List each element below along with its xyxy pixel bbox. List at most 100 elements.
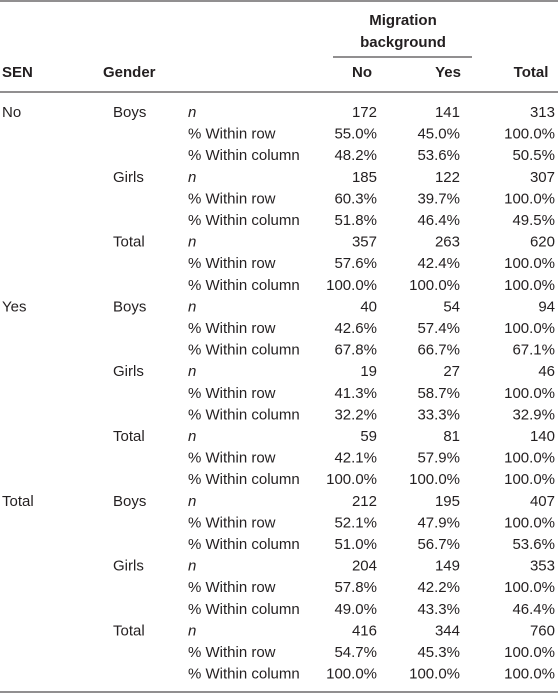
cell: 620 bbox=[530, 234, 555, 251]
cell: 48.2% bbox=[334, 147, 377, 164]
cell: 100.0% bbox=[504, 277, 555, 294]
cell: 67.1% bbox=[512, 342, 555, 359]
stat-label: % Within row bbox=[188, 644, 276, 661]
stat-label: % Within column bbox=[188, 212, 300, 229]
cell: 140 bbox=[530, 428, 555, 445]
gender-label: Total bbox=[113, 234, 145, 251]
cell: 100.0% bbox=[326, 666, 377, 683]
stat-label: % Within row bbox=[188, 514, 276, 531]
cell: 60.3% bbox=[334, 190, 377, 207]
cell: 54 bbox=[443, 298, 460, 315]
cell: 100.0% bbox=[504, 190, 555, 207]
cell: 100.0% bbox=[326, 277, 377, 294]
cell: 58.7% bbox=[417, 385, 460, 402]
cell: 39.7% bbox=[417, 190, 460, 207]
stat-label: n bbox=[188, 104, 196, 121]
stat-label: % Within column bbox=[188, 601, 300, 618]
sen-header: SEN bbox=[2, 64, 33, 81]
gender-label: Boys bbox=[113, 104, 146, 121]
group-header: Migration background bbox=[360, 12, 446, 51]
cell: 40 bbox=[360, 298, 377, 315]
stat-label: n bbox=[188, 493, 196, 510]
gender-label: Total bbox=[113, 622, 145, 639]
cell: 42.2% bbox=[417, 579, 460, 596]
cell: 100.0% bbox=[504, 255, 555, 272]
cell: 32.2% bbox=[334, 406, 377, 423]
gender-header: Gender bbox=[103, 64, 156, 81]
cell: 51.0% bbox=[334, 536, 377, 553]
cell: 57.4% bbox=[417, 320, 460, 337]
cell: 57.8% bbox=[334, 579, 377, 596]
stat-label: % Within row bbox=[188, 126, 276, 143]
cell: 66.7% bbox=[417, 342, 460, 359]
cell: 100.0% bbox=[504, 514, 555, 531]
cell: 100.0% bbox=[409, 471, 460, 488]
cell: 100.0% bbox=[409, 666, 460, 683]
cell: 100.0% bbox=[504, 126, 555, 143]
cell: 67.8% bbox=[334, 342, 377, 359]
cell: 353 bbox=[530, 558, 555, 575]
cell: 100.0% bbox=[504, 579, 555, 596]
cell: 56.7% bbox=[417, 536, 460, 553]
cell: 47.9% bbox=[417, 514, 460, 531]
stat-label: % Within column bbox=[188, 536, 300, 553]
cell: 307 bbox=[530, 169, 555, 186]
gender-label: Girls bbox=[113, 558, 144, 575]
cell: 52.1% bbox=[334, 514, 377, 531]
stat-label: n bbox=[188, 234, 196, 251]
cell: 42.4% bbox=[417, 255, 460, 272]
cell: 416 bbox=[352, 622, 377, 639]
cell: 172 bbox=[352, 104, 377, 121]
stat-label: n bbox=[188, 558, 196, 575]
gender-label: Boys bbox=[113, 493, 146, 510]
stat-label: n bbox=[188, 169, 196, 186]
stat-label: % Within column bbox=[188, 471, 300, 488]
cell: 122 bbox=[435, 169, 460, 186]
cell: 313 bbox=[530, 104, 555, 121]
cell: 50.5% bbox=[512, 147, 555, 164]
cell: 100.0% bbox=[504, 385, 555, 402]
sen-label: No bbox=[2, 104, 21, 121]
cell: 149 bbox=[435, 558, 460, 575]
cell: 59 bbox=[360, 428, 377, 445]
cell: 185 bbox=[352, 169, 377, 186]
stat-label: % Within row bbox=[188, 579, 276, 596]
cell: 51.8% bbox=[334, 212, 377, 229]
cell: 100.0% bbox=[504, 471, 555, 488]
cell: 32.9% bbox=[512, 406, 555, 423]
stat-label: n bbox=[188, 622, 196, 639]
cell: 45.0% bbox=[417, 126, 460, 143]
cell: 43.3% bbox=[417, 601, 460, 618]
cell: 100.0% bbox=[504, 320, 555, 337]
cell: 53.6% bbox=[417, 147, 460, 164]
stat-label: n bbox=[188, 428, 196, 445]
cell: 94 bbox=[538, 298, 555, 315]
cell: 204 bbox=[352, 558, 377, 575]
cell: 100.0% bbox=[504, 644, 555, 661]
cell: 344 bbox=[435, 622, 460, 639]
stat-label: % Within row bbox=[188, 450, 276, 467]
cell: 19 bbox=[360, 363, 377, 380]
cell: 49.5% bbox=[512, 212, 555, 229]
cell: 27 bbox=[443, 363, 460, 380]
cell: 212 bbox=[352, 493, 377, 510]
cell: 100.0% bbox=[504, 450, 555, 467]
cell: 263 bbox=[435, 234, 460, 251]
cell: 46.4% bbox=[417, 212, 460, 229]
cell: 141 bbox=[435, 104, 460, 121]
cell: 81 bbox=[443, 428, 460, 445]
stat-label: % Within column bbox=[188, 666, 300, 683]
yes-header: Yes bbox=[435, 64, 461, 81]
cell: 407 bbox=[530, 493, 555, 510]
cell: 760 bbox=[530, 622, 555, 639]
stat-label: % Within row bbox=[188, 385, 276, 402]
cell: 45.3% bbox=[417, 644, 460, 661]
sen-label: Total bbox=[2, 493, 34, 510]
cell: 57.9% bbox=[417, 450, 460, 467]
cell: 55.0% bbox=[334, 126, 377, 143]
cell: 100.0% bbox=[326, 471, 377, 488]
stat-label: % Within column bbox=[188, 277, 300, 294]
cell: 41.3% bbox=[334, 385, 377, 402]
stat-label: % Within column bbox=[188, 342, 300, 359]
